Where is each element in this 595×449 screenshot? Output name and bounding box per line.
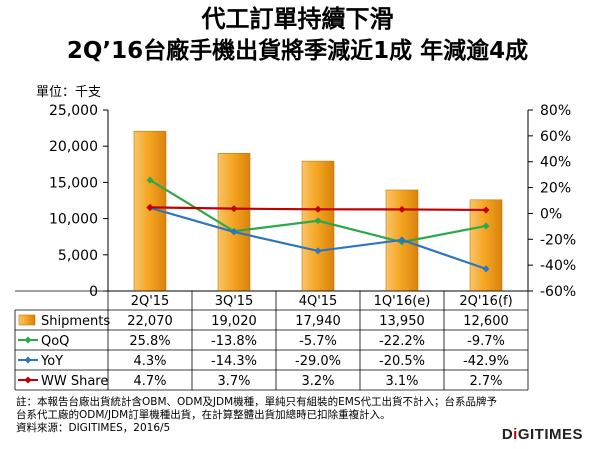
data-label-qoq: -9.7% — [467, 334, 505, 349]
legend-marker-ww-share — [24, 376, 32, 384]
legend-label-qoq: QoQ — [41, 334, 69, 349]
data-label-qoq: -22.2% — [379, 334, 425, 349]
right-tick-label: 20% — [540, 181, 571, 197]
shipments-bar — [469, 199, 503, 292]
footnote-line: 台系代工廠的ODM/JDM訂單機種出貨，在計算整體出貨加總時已扣除重複計入。 — [16, 409, 391, 421]
legend-label-shipments: Shipments — [41, 314, 110, 329]
left-tick-label: 15,000 — [49, 175, 98, 191]
left-tick-label: 5,000 — [58, 248, 98, 264]
data-label-shipments: 19,020 — [211, 314, 257, 329]
data-label-yoy: 4.3% — [133, 354, 166, 369]
left-tick-label: 25,000 — [49, 103, 98, 119]
chart-subtitle: 2Q’16台廠手機出貨將季減近1成 年減逾4成 — [66, 38, 529, 64]
footnotes: 註：本報告台廠出貨統計含OBM、ODM及JDM機種，單純只有組裝的EMS代工出貨… — [16, 396, 576, 435]
chart-title: 代工訂單持續下滑 — [201, 5, 394, 33]
data-label-qoq: 25.8% — [129, 334, 170, 349]
right-tick-label: 40% — [540, 155, 571, 171]
data-label-ww-share: 3.1% — [385, 374, 418, 389]
data-label-yoy: -14.3% — [211, 354, 257, 369]
data-label-yoy: -42.9% — [463, 354, 509, 369]
series-marker-qoq — [482, 222, 490, 230]
category-label: 4Q'15 — [299, 294, 338, 309]
legend-swatch-shipments — [18, 314, 36, 326]
right-tick-label: 80% — [540, 103, 571, 119]
digitimes-logo: DiGITIMES — [502, 426, 583, 443]
series-marker-yoy — [230, 228, 238, 236]
source-line: 資料來源：DIGITIMES，2016/5 — [16, 422, 171, 434]
shipments-bar — [301, 160, 335, 292]
series-marker-yoy — [314, 247, 322, 255]
data-label-shipments: 13,950 — [379, 314, 425, 329]
data-label-ww-share: 3.2% — [301, 374, 334, 389]
left-tick-label: 20,000 — [49, 139, 98, 155]
category-label: 1Q'16(e) — [374, 294, 431, 309]
category-label: 2Q'16(f) — [459, 294, 512, 309]
data-label-qoq: -5.7% — [299, 334, 337, 349]
shipments-bar — [217, 152, 251, 292]
data-label-ww-share: 4.7% — [133, 374, 166, 389]
data-label-yoy: -20.5% — [379, 354, 425, 369]
legend-label-yoy: YoY — [40, 354, 63, 369]
footnote-line: 註：本報告台廠出貨統計含OBM、ODM及JDM機種，單純只有組裝的EMS代工出貨… — [16, 396, 498, 408]
logo-suffix: GITIMES — [517, 426, 583, 443]
right-tick-label: -40% — [540, 258, 576, 274]
left-tick-label: 0 — [89, 284, 98, 300]
series-marker-ww-share — [146, 203, 154, 211]
series-marker-ww-share — [314, 205, 322, 213]
data-label-yoy: -29.0% — [295, 354, 341, 369]
left-tick-label: 10,000 — [49, 212, 98, 228]
series-marker-ww-share — [230, 205, 238, 213]
legend-marker-yoy — [24, 356, 32, 364]
legend-label-ww-share: WW Share — [41, 374, 108, 389]
right-tick-label: -60% — [540, 284, 576, 300]
legend-marker-qoq — [24, 336, 32, 344]
series-marker-yoy — [398, 236, 406, 244]
right-tick-label: -20% — [540, 232, 576, 248]
logo-prefix: D — [501, 426, 514, 443]
series-marker-yoy — [482, 265, 490, 273]
data-label-ww-share: 2.7% — [469, 374, 502, 389]
series-marker-qoq — [146, 176, 154, 184]
right-tick-label: 0% — [540, 206, 562, 222]
category-label: 3Q'15 — [215, 294, 254, 309]
data-label-shipments: 17,940 — [295, 314, 341, 329]
series-marker-ww-share — [398, 205, 406, 213]
data-label-shipments: 22,070 — [127, 314, 173, 329]
logo-dot: i — [513, 426, 518, 443]
data-label-shipments: 12,600 — [463, 314, 509, 329]
category-label: 2Q'15 — [131, 294, 170, 309]
right-tick-label: 60% — [540, 129, 571, 145]
series-marker-ww-share — [482, 206, 490, 214]
data-label-ww-share: 3.7% — [217, 374, 250, 389]
unit-label: 單位：千支 — [36, 85, 102, 100]
data-label-qoq: -13.8% — [211, 334, 257, 349]
series-marker-qoq — [314, 217, 322, 225]
